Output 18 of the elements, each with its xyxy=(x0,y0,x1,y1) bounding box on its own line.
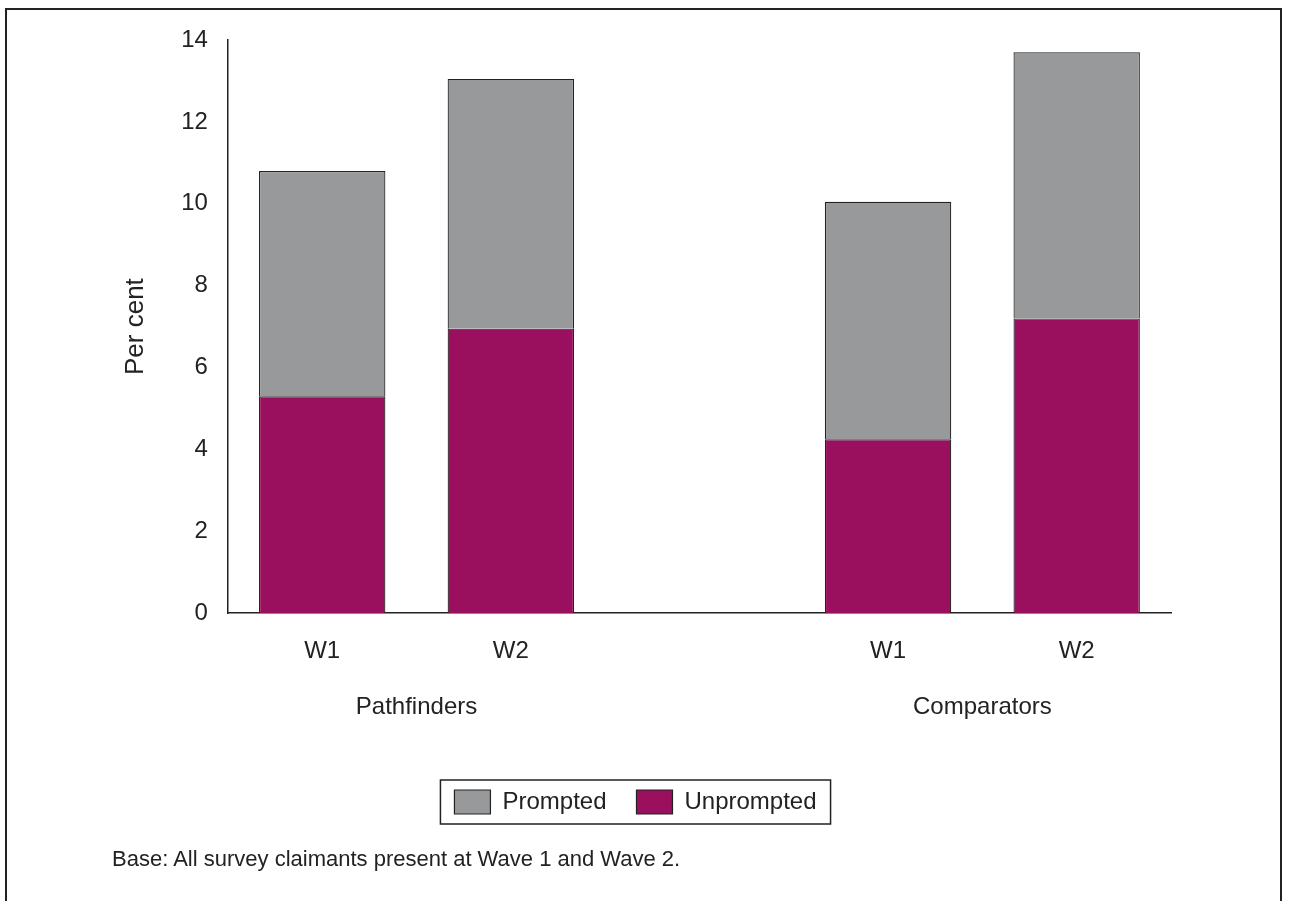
text: Pathfinders xyxy=(355,691,478,719)
y-tick-label: 12 xyxy=(181,106,208,134)
y-tick-label: 14 xyxy=(181,24,208,52)
text: Base: All survey claimants present at Wave 1 and Wave 2. xyxy=(112,846,681,872)
y-tick-label: 0 xyxy=(194,597,208,625)
y-tick-label: 10 xyxy=(181,188,208,216)
y-axis-title: Per cent xyxy=(118,277,149,376)
x-tick-label: W1 xyxy=(304,636,341,664)
legend-label: Unprompted xyxy=(684,786,817,814)
y-tick-label: 2 xyxy=(194,515,208,543)
x-tick-label: W2 xyxy=(492,636,529,664)
x-tick-label: W1 xyxy=(870,636,907,664)
y-tick-label: 8 xyxy=(194,270,208,298)
y-tick-label: 4 xyxy=(194,434,208,462)
y-tick-label: 6 xyxy=(194,352,208,380)
x-tick-label: W2 xyxy=(1058,636,1095,664)
legend-label: Prompted xyxy=(502,786,607,814)
text: Comparators xyxy=(913,691,1052,719)
